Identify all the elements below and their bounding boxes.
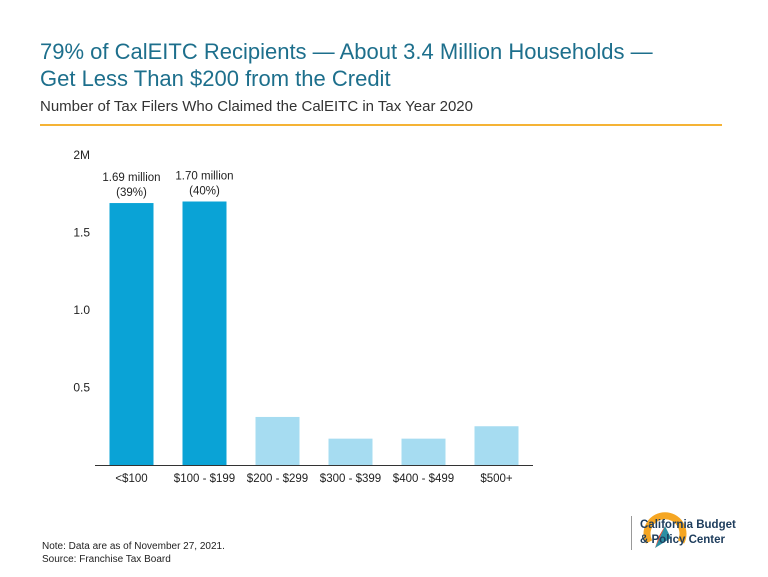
data-label: (40%) [189, 186, 220, 198]
x-tick-label: $100 - $199 [174, 473, 235, 485]
bar [182, 201, 227, 465]
data-label: 1.69 million [102, 172, 160, 184]
y-tick-label: 1.5 [73, 226, 90, 240]
data-label: 1.70 million [175, 171, 233, 183]
bar [401, 438, 446, 465]
cbpc-logo-icon [643, 512, 687, 548]
y-tick-label: 1.0 [73, 303, 90, 317]
bar [109, 203, 154, 466]
x-tick-label: $500+ [480, 473, 513, 485]
title-line-2: Get Less Than $200 from the Credit [40, 66, 391, 91]
chart-title: 79% of CalEITC Recipients — About 3.4 Mi… [40, 38, 740, 92]
title-divider [40, 124, 722, 126]
title-line-1: 79% of CalEITC Recipients — About 3.4 Mi… [40, 39, 653, 64]
logo-wordmark: California Budget & Policy Center [640, 518, 736, 548]
x-tick-label: $200 - $299 [247, 473, 308, 485]
logo-line-2: & Policy Center [640, 534, 725, 546]
bar [328, 438, 373, 465]
y-tick-label: 0.5 [73, 381, 90, 395]
y-tick-label: 2M [73, 148, 90, 162]
x-tick-label: $400 - $499 [393, 473, 454, 485]
data-label: (39%) [116, 187, 147, 199]
x-tick-label: $300 - $399 [320, 473, 381, 485]
footnote: Note: Data are as of November 27, 2021. … [42, 540, 225, 566]
source-text: Source: Franchise Tax Board [42, 554, 171, 565]
bar [474, 426, 519, 465]
bar [255, 416, 300, 465]
logo-divider [631, 516, 632, 550]
chart-subtitle: Number of Tax Filers Who Claimed the Cal… [40, 98, 473, 115]
note-text: Note: Data are as of November 27, 2021. [42, 541, 225, 552]
logo-line-1: California Budget [640, 519, 736, 531]
x-tick-label: <$100 [115, 473, 147, 485]
